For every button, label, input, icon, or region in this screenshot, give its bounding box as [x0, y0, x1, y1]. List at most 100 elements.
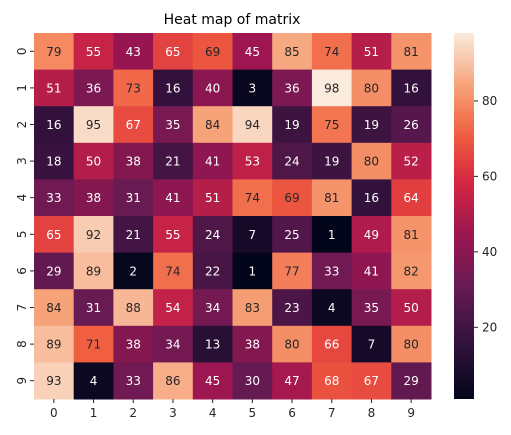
heatmap-cell: [192, 106, 233, 144]
cell-value-label: 85: [284, 45, 299, 59]
cell-value-label: 64: [404, 191, 419, 205]
heatmap-cell: [232, 325, 273, 363]
cell-value-label: 51: [205, 191, 220, 205]
heatmap-cell: [232, 362, 273, 400]
heatmap-cell: [192, 33, 233, 71]
cell-value-label: 33: [46, 191, 61, 205]
heatmap-cell: [351, 325, 392, 363]
x-tick-label: 0: [50, 406, 58, 420]
heatmap-cell: [311, 252, 353, 290]
cell-value-label: 98: [324, 81, 339, 95]
heatmap-cell: [34, 289, 75, 327]
heatmap-cell: [232, 142, 273, 180]
cell-value-label: 51: [46, 81, 61, 95]
cell-value-label: 33: [126, 374, 141, 388]
cell-value-label: 83: [245, 301, 260, 315]
cell-value-label: 38: [126, 338, 141, 352]
heatmap-cell: [232, 216, 273, 254]
heatmap-cell: [153, 106, 194, 144]
heatmap-cell: [311, 69, 353, 107]
cell-value-label: 1: [249, 264, 257, 278]
cell-value-label: 74: [165, 264, 180, 278]
heatmap-cell: [73, 362, 114, 400]
y-tick-label: 4: [15, 194, 29, 202]
heatmap-cell: [113, 106, 154, 144]
heatmap-cell: [351, 33, 392, 71]
heatmap-cell: [311, 179, 353, 217]
heatmap-cell: [311, 142, 353, 180]
heatmap-cell: [73, 179, 114, 217]
heatmap-cell: [272, 179, 313, 217]
colorbar-ticks: 20 40 60 80: [474, 94, 497, 334]
heatmap-cell: [272, 69, 313, 107]
cell-value-label: 45: [245, 45, 260, 59]
cell-value-label: 80: [364, 81, 379, 95]
cell-value-label: 33: [324, 264, 339, 278]
cell-value-label: 24: [205, 228, 220, 242]
cell-value-label: 77: [284, 264, 299, 278]
x-tick-label: 5: [249, 406, 257, 420]
cell-value-label: 51: [364, 45, 379, 59]
cell-value-label: 73: [126, 81, 141, 95]
cell-value-label: 75: [324, 118, 339, 132]
heatmap-cells: [34, 33, 432, 400]
cell-value-label: 71: [86, 338, 101, 352]
heatmap-cell: [272, 106, 313, 144]
heatmap-cell: [272, 216, 313, 254]
x-tick-label: 2: [129, 406, 137, 420]
heatmap-cell: [351, 69, 392, 107]
heatmap-cell: [153, 252, 194, 290]
x-tick-label: 8: [368, 406, 376, 420]
heatmap-cell: [351, 289, 392, 327]
cell-value-label: 3: [249, 81, 257, 95]
heatmap-cell: [391, 69, 432, 107]
cell-value-label: 81: [324, 191, 339, 205]
cell-value-label: 16: [364, 191, 379, 205]
cell-value-label: 55: [86, 45, 101, 59]
cell-value-label: 22: [205, 264, 220, 278]
cell-value-label: 81: [404, 228, 419, 242]
heatmap-cell: [391, 33, 432, 71]
cell-value-label: 36: [284, 81, 299, 95]
cell-value-label: 16: [404, 81, 419, 95]
cell-value-label: 26: [404, 118, 419, 132]
heatmap-cell: [272, 362, 313, 400]
cell-value-label: 24: [284, 155, 299, 169]
cell-value-label: 29: [46, 264, 61, 278]
cell-value-label: 55: [165, 228, 180, 242]
cell-value-label: 2: [129, 264, 137, 278]
heatmap-cell: [391, 362, 432, 400]
heatmap-cell: [391, 252, 432, 290]
heatmap-cell: [113, 289, 154, 327]
heatmap-cell: [311, 33, 353, 71]
heatmap-cell: [153, 179, 194, 217]
cell-value-label: 25: [284, 228, 299, 242]
cell-value-label: 31: [126, 191, 141, 205]
heatmap-cell: [73, 289, 114, 327]
cell-value-label: 88: [126, 301, 141, 315]
cell-value-label: 23: [284, 301, 299, 315]
heatmap-cell: [73, 216, 114, 254]
colorbar-tick-label: 80: [482, 94, 497, 108]
heatmap-cell: [272, 325, 313, 363]
cell-value-label: 19: [364, 118, 379, 132]
cell-value-label: 36: [86, 81, 101, 95]
colorbar-tick-label: 40: [482, 245, 497, 259]
x-tick-label: 1: [90, 406, 98, 420]
heatmap-cell: [351, 106, 392, 144]
heatmap-cell: [113, 142, 154, 180]
heatmap-cell: [192, 252, 233, 290]
heatmap-cell: [311, 289, 353, 327]
y-axis-ticks: 0 1 2 3 4 5 6 7 8 9: [15, 47, 34, 385]
heatmap-cell: [153, 216, 194, 254]
cell-value-label: 35: [364, 301, 379, 315]
heatmap-cell: [192, 325, 233, 363]
cell-value-label: 41: [364, 264, 379, 278]
heatmap-cell: [192, 362, 233, 400]
heatmap-cell: [311, 362, 353, 400]
y-tick-label: 8: [15, 340, 29, 348]
heatmap-cell: [192, 179, 233, 217]
cell-value-label: 7: [368, 338, 376, 352]
heatmap-cell: [34, 216, 75, 254]
